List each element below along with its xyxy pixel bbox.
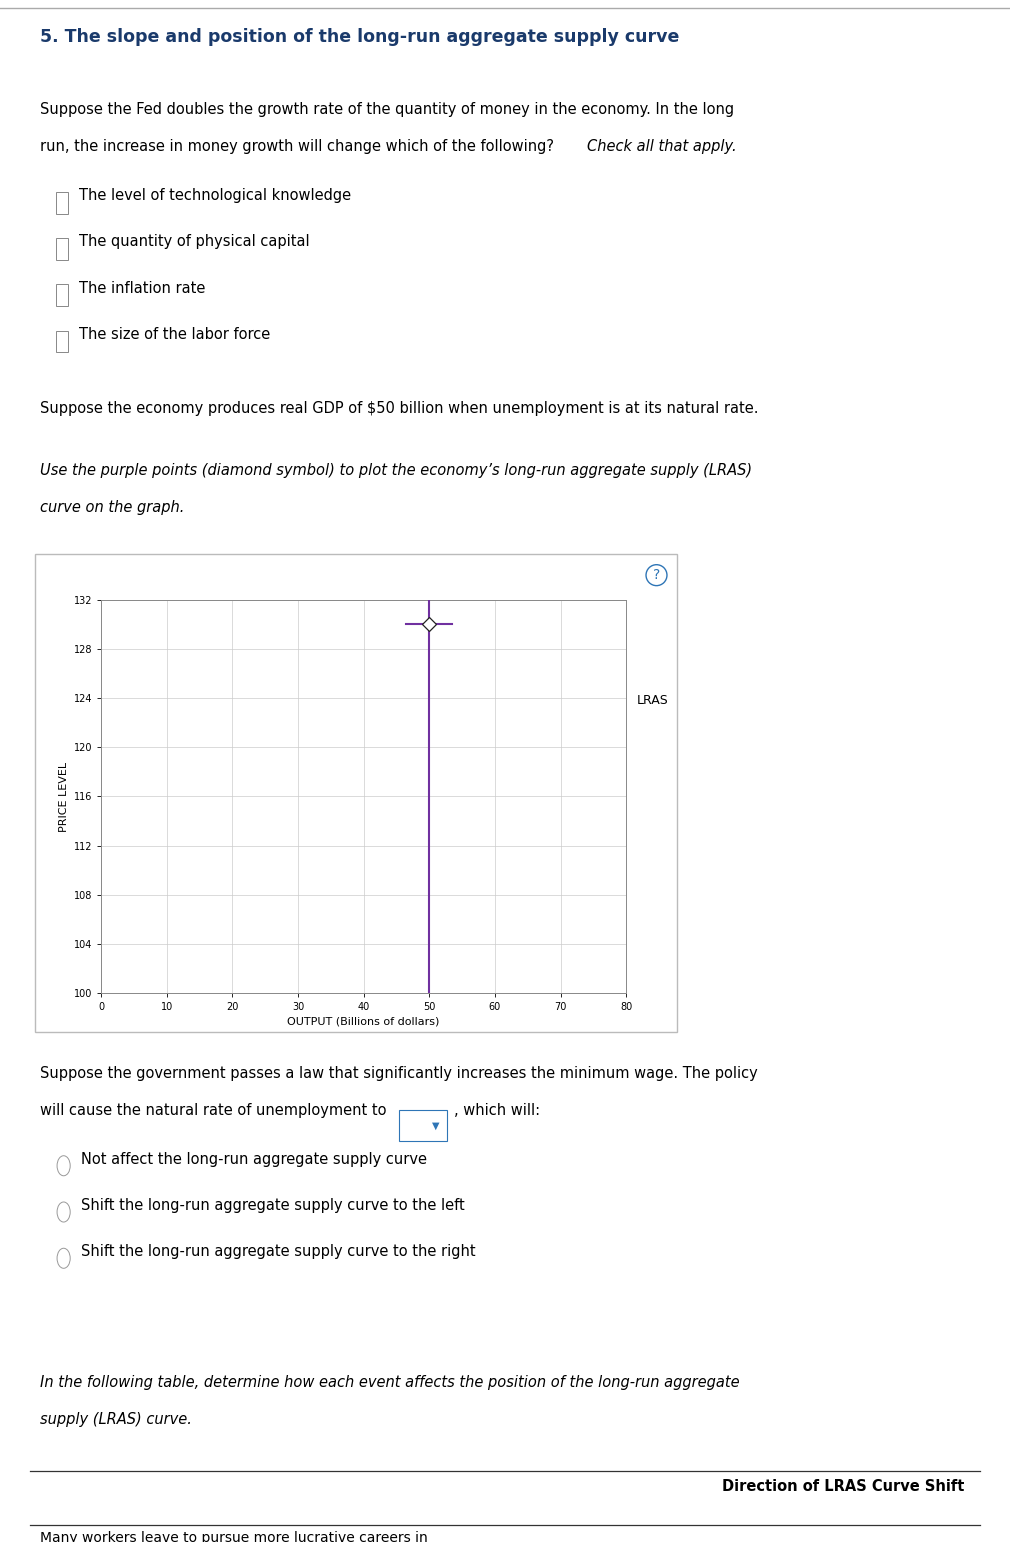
Bar [56, 193, 68, 214]
Bar [56, 284, 68, 305]
Text: Many workers leave to pursue more lucrative careers in: Many workers leave to pursue more lucrat… [40, 1531, 428, 1542]
Text: The level of technological knowledge: The level of technological knowledge [79, 188, 350, 204]
Bar [56, 332, 68, 353]
Text: Suppose the government passes a law that significantly increases the minimum wag: Suppose the government passes a law that… [40, 1066, 759, 1081]
Text: , which will:: , which will: [454, 1103, 540, 1118]
Text: run, the increase in money growth will change which of the following?: run, the increase in money growth will c… [40, 139, 559, 154]
Text: In the following table, determine how each event affects the position of the lon: In the following table, determine how ea… [40, 1375, 740, 1391]
Text: supply (LRAS) curve.: supply (LRAS) curve. [40, 1412, 192, 1428]
Text: ▼: ▼ [431, 1121, 439, 1130]
Text: The quantity of physical capital: The quantity of physical capital [79, 234, 309, 250]
Bar [56, 239, 68, 259]
Text: ?: ? [652, 567, 661, 583]
Bar [399, 1110, 447, 1141]
Y-axis label: PRICE LEVEL: PRICE LEVEL [60, 762, 70, 831]
Text: Suppose the Fed doubles the growth rate of the quantity of money in the economy.: Suppose the Fed doubles the growth rate … [40, 102, 734, 117]
Text: Shift the long-run aggregate supply curve to the left: Shift the long-run aggregate supply curv… [81, 1198, 465, 1214]
Text: Direction of LRAS Curve Shift: Direction of LRAS Curve Shift [722, 1479, 965, 1494]
Bar [35, 554, 677, 1032]
Text: Not affect the long-run aggregate supply curve: Not affect the long-run aggregate supply… [81, 1152, 427, 1167]
X-axis label: OUTPUT (Billions of dollars): OUTPUT (Billions of dollars) [288, 1016, 439, 1027]
Text: Suppose the economy produces real GDP of $50 billion when unemployment is at its: Suppose the economy produces real GDP of… [40, 401, 759, 416]
Text: 5. The slope and position of the long-run aggregate supply curve: 5. The slope and position of the long-ru… [40, 28, 680, 46]
Text: will cause the natural rate of unemployment to: will cause the natural rate of unemploym… [40, 1103, 387, 1118]
Text: LRAS: LRAS [636, 694, 668, 706]
Text: Use the purple points (diamond symbol) to plot the economy’s long-run aggregate : Use the purple points (diamond symbol) t… [40, 463, 752, 478]
Text: Check all that apply.: Check all that apply. [587, 139, 736, 154]
Text: curve on the graph.: curve on the graph. [40, 500, 185, 515]
Text: Shift the long-run aggregate supply curve to the right: Shift the long-run aggregate supply curv… [81, 1244, 476, 1260]
Text: The size of the labor force: The size of the labor force [79, 327, 270, 342]
Text: The inflation rate: The inflation rate [79, 281, 205, 296]
